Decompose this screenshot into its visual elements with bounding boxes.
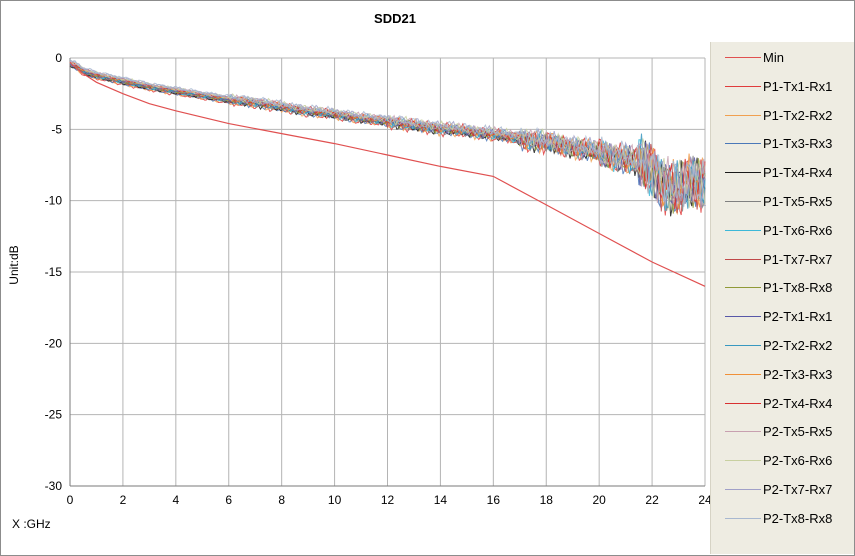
series-lines bbox=[69, 59, 706, 287]
x-tick-label: 4 bbox=[172, 493, 179, 507]
legend-item: P1-Tx8-Rx8 bbox=[711, 278, 854, 298]
legend-swatch bbox=[725, 172, 761, 174]
legend-item: P1-Tx1-Rx1 bbox=[711, 77, 854, 97]
x-tick-label: 0 bbox=[67, 493, 74, 507]
legend-item: P2-Tx4-Rx4 bbox=[711, 394, 854, 414]
legend-swatch bbox=[725, 316, 761, 318]
legend-label: P1-Tx6-Rx6 bbox=[763, 222, 833, 238]
legend-item: P2-Tx1-Rx1 bbox=[711, 307, 854, 327]
legend-label: P2-Tx7-Rx7 bbox=[763, 482, 833, 497]
y-tick-label: -10 bbox=[45, 194, 63, 208]
legend-item: P2-Tx8-Rx8 bbox=[711, 509, 854, 529]
tick-labels: 0 2 4 6 8 10 12 14 16 18 20 22 240-5-10-15-20-25-30 bbox=[45, 51, 712, 507]
legend-swatch bbox=[725, 114, 761, 116]
legend-label: P1-Tx7-Rx7 bbox=[763, 251, 833, 267]
legend-item: P2-Tx7-Rx7 bbox=[711, 480, 854, 500]
legend-label: P2-Tx5-Rx5 bbox=[763, 424, 833, 440]
legend-label: P2-Tx6-Rx6 bbox=[763, 453, 833, 469]
legend-label: P1-Tx2-Rx2 bbox=[763, 107, 833, 123]
legend-swatch bbox=[725, 345, 761, 346]
x-tick-label: 6 bbox=[225, 493, 232, 507]
x-tick-label: 8 bbox=[278, 493, 285, 507]
series-line-p2-tx7-rx7 bbox=[69, 60, 706, 209]
legend-swatch bbox=[725, 287, 761, 289]
legend-swatch bbox=[725, 229, 761, 231]
legend-label: P1-Tx3-Rx3 bbox=[763, 136, 833, 152]
x-tick-label: 2 bbox=[120, 493, 127, 507]
legend-label: P1-Tx5-Rx5 bbox=[763, 194, 833, 209]
legend-swatch bbox=[725, 373, 761, 375]
legend-swatch bbox=[725, 143, 761, 145]
legend-item: P1-Tx5-Rx5 bbox=[711, 192, 854, 212]
series-line-p2-tx8-rx8 bbox=[69, 59, 706, 207]
legend-item: P1-Tx3-Rx3 bbox=[711, 134, 854, 154]
chart-title: SDD21 bbox=[374, 11, 416, 26]
legend-label: P2-Tx1-Rx1 bbox=[763, 309, 833, 325]
y-tick-label: -20 bbox=[45, 336, 63, 350]
x-tick-label: 14 bbox=[434, 493, 448, 507]
legend-swatch bbox=[725, 517, 761, 519]
y-tick-label: -30 bbox=[45, 479, 63, 493]
legend-label: P1-Tx1-Rx1 bbox=[763, 78, 833, 94]
legend: Min P1-Tx1-Rx1 P1-Tx2-Rx2 P1-Tx3-Rx3 P1-Tx4-… bbox=[710, 42, 854, 554]
legend-swatch bbox=[725, 489, 761, 490]
y-tick-label: -25 bbox=[45, 408, 63, 422]
x-tick-label: 12 bbox=[381, 493, 395, 507]
legend-item: P1-Tx2-Rx2 bbox=[711, 106, 854, 126]
legend-swatch bbox=[725, 460, 761, 462]
legend-label: P1-Tx4-Rx4 bbox=[763, 165, 833, 181]
legend-item: P2-Tx3-Rx3 bbox=[711, 365, 854, 385]
legend-item: P2-Tx2-Rx2 bbox=[711, 336, 854, 356]
legend-swatch bbox=[725, 431, 761, 433]
series-line-min bbox=[69, 61, 706, 287]
legend-item: Min bbox=[711, 48, 854, 68]
x-tick-label: 18 bbox=[540, 493, 554, 507]
x-tick-label: 24 bbox=[698, 493, 712, 507]
legend-label: P2-Tx2-Rx2 bbox=[763, 338, 833, 353]
legend-item: P1-Tx6-Rx6 bbox=[711, 221, 854, 241]
legend-swatch bbox=[725, 258, 761, 260]
legend-label: P2-Tx8-Rx8 bbox=[763, 510, 833, 526]
legend-swatch bbox=[725, 85, 761, 87]
x-tick-label: 16 bbox=[487, 493, 501, 507]
legend-item: P2-Tx6-Rx6 bbox=[711, 451, 854, 471]
legend-label: Min bbox=[763, 50, 784, 65]
series-line-p2-tx4-rx4 bbox=[69, 61, 706, 209]
legend-item: P1-Tx4-Rx4 bbox=[711, 163, 854, 183]
x-axis-label: X :GHz bbox=[12, 517, 51, 531]
legend-item: P2-Tx5-Rx5 bbox=[711, 422, 854, 442]
grid bbox=[69, 57, 706, 487]
x-tick-label: 22 bbox=[645, 493, 659, 507]
y-tick-label: -15 bbox=[45, 265, 63, 279]
x-tick-label: 10 bbox=[328, 493, 342, 507]
legend-swatch bbox=[725, 57, 761, 58]
legend-label: P2-Tx4-Rx4 bbox=[763, 395, 833, 411]
legend-swatch bbox=[725, 201, 761, 202]
y-tick-label: 0 bbox=[55, 51, 62, 65]
legend-item: P1-Tx7-Rx7 bbox=[711, 250, 854, 270]
x-tick-label: 20 bbox=[592, 493, 606, 507]
legend-label: P2-Tx3-Rx3 bbox=[763, 366, 833, 382]
y-tick-label: -5 bbox=[51, 122, 62, 136]
legend-swatch bbox=[725, 402, 761, 404]
legend-label: P1-Tx8-Rx8 bbox=[763, 280, 833, 296]
